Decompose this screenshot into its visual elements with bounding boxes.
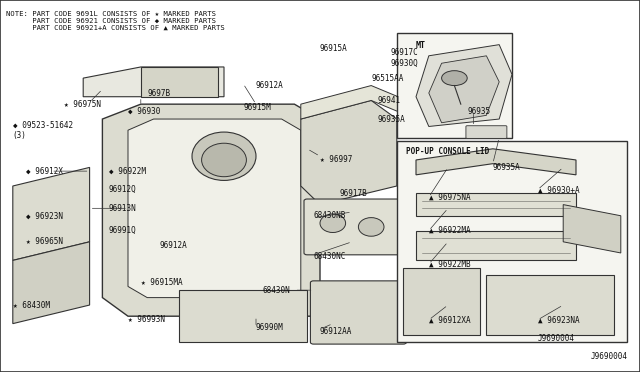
Text: ▲ 96922MA: ▲ 96922MA: [429, 226, 470, 235]
Text: 96917C: 96917C: [390, 48, 418, 57]
Polygon shape: [416, 193, 576, 216]
Text: 96990M: 96990M: [256, 323, 284, 332]
Polygon shape: [416, 231, 576, 260]
Text: 68430NB: 68430NB: [314, 211, 346, 220]
Ellipse shape: [358, 218, 384, 236]
Ellipse shape: [320, 214, 346, 232]
Text: 96935: 96935: [467, 107, 490, 116]
Text: ▲ 96922MB: ▲ 96922MB: [429, 260, 470, 269]
Text: 68430N: 68430N: [262, 286, 290, 295]
Polygon shape: [486, 275, 614, 335]
Text: 96912A: 96912A: [160, 241, 188, 250]
Polygon shape: [563, 205, 621, 253]
Polygon shape: [13, 242, 90, 324]
Text: 96912A: 96912A: [256, 81, 284, 90]
Bar: [397, 141, 627, 342]
Text: 96935A: 96935A: [378, 115, 405, 124]
Polygon shape: [416, 45, 512, 126]
FancyBboxPatch shape: [466, 126, 507, 138]
Ellipse shape: [192, 132, 256, 180]
Text: 96935A: 96935A: [493, 163, 520, 172]
Text: J9690004: J9690004: [590, 352, 627, 361]
Text: ◆ 96923N: ◆ 96923N: [26, 211, 63, 220]
Polygon shape: [128, 119, 301, 298]
Polygon shape: [416, 149, 576, 175]
Polygon shape: [179, 290, 307, 342]
Text: ◆ 96930: ◆ 96930: [128, 107, 161, 116]
Polygon shape: [141, 67, 218, 97]
Polygon shape: [83, 67, 224, 97]
Text: 96991Q: 96991Q: [109, 226, 136, 235]
Text: 96917B: 96917B: [339, 189, 367, 198]
Text: POP-UP CONSOLE LID: POP-UP CONSOLE LID: [406, 147, 490, 156]
Text: ★ 96993N: ★ 96993N: [128, 315, 165, 324]
Text: 96915M: 96915M: [243, 103, 271, 112]
Bar: [397, 33, 512, 138]
Text: ★ 96975N: ★ 96975N: [64, 100, 101, 109]
Text: NOTE: PART CODE 9691L CONSISTS OF ★ MARKED PARTS
      PART CODE 96921 CONSISTS : NOTE: PART CODE 9691L CONSISTS OF ★ MARK…: [6, 11, 225, 31]
Polygon shape: [301, 86, 416, 119]
Text: 68430NC: 68430NC: [314, 252, 346, 261]
Circle shape: [442, 71, 467, 86]
Text: 96915A: 96915A: [320, 44, 348, 53]
FancyBboxPatch shape: [304, 199, 400, 255]
Text: 96912Q: 96912Q: [109, 185, 136, 194]
Text: ★ 96915MA: ★ 96915MA: [141, 278, 182, 287]
Text: ★ 96965N: ★ 96965N: [26, 237, 63, 246]
Text: ◆ 09523-51642
(3): ◆ 09523-51642 (3): [13, 121, 73, 140]
Polygon shape: [429, 56, 499, 123]
Ellipse shape: [202, 143, 246, 177]
Text: ▲ 96975NA: ▲ 96975NA: [429, 193, 470, 202]
Text: ▲ 96930+A: ▲ 96930+A: [538, 185, 579, 194]
Text: 9697B: 9697B: [147, 89, 170, 97]
Text: 96515AA: 96515AA: [371, 74, 404, 83]
Text: 96912AA: 96912AA: [320, 327, 353, 336]
FancyBboxPatch shape: [310, 281, 406, 344]
Polygon shape: [102, 104, 320, 316]
Text: ◆ 96922M: ◆ 96922M: [109, 167, 146, 176]
Text: MT: MT: [416, 41, 426, 50]
Text: ★ 68430M: ★ 68430M: [13, 301, 50, 310]
Text: ◆ 96912X: ◆ 96912X: [26, 167, 63, 176]
Polygon shape: [301, 100, 397, 205]
Text: ▲ 96923NA: ▲ 96923NA: [538, 315, 579, 324]
Text: 96913N: 96913N: [109, 204, 136, 213]
Text: ▲ 96912XA: ▲ 96912XA: [429, 315, 470, 324]
Text: 96941: 96941: [378, 96, 401, 105]
Polygon shape: [403, 268, 480, 335]
Polygon shape: [13, 167, 90, 260]
Text: J9690004: J9690004: [538, 334, 575, 343]
Text: ★ 96997: ★ 96997: [320, 155, 353, 164]
Text: 96930Q: 96930Q: [390, 59, 418, 68]
